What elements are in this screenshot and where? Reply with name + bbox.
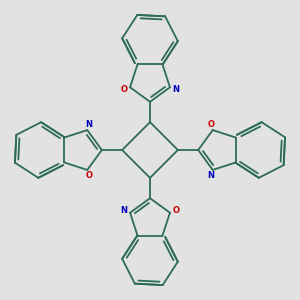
Text: O: O bbox=[121, 85, 128, 94]
Text: O: O bbox=[172, 206, 179, 215]
Text: N: N bbox=[207, 171, 214, 180]
Text: N: N bbox=[121, 206, 128, 215]
Text: O: O bbox=[207, 120, 214, 129]
Text: O: O bbox=[86, 171, 93, 180]
Text: N: N bbox=[86, 120, 93, 129]
Text: N: N bbox=[172, 85, 179, 94]
